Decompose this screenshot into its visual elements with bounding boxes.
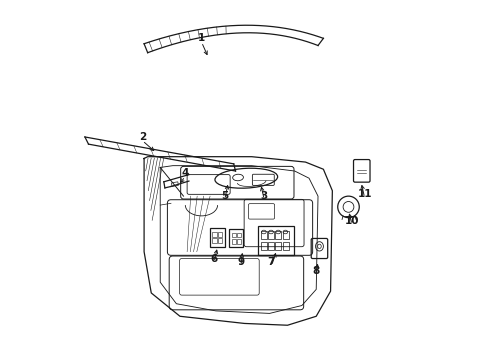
Bar	[275, 231, 281, 239]
Text: 9: 9	[237, 257, 244, 267]
Text: 2: 2	[139, 132, 145, 142]
Bar	[212, 238, 216, 243]
Text: 1: 1	[198, 33, 204, 43]
Text: 10: 10	[344, 216, 359, 226]
Bar	[275, 242, 281, 250]
Text: 7: 7	[267, 257, 275, 267]
Bar	[217, 232, 222, 237]
Text: 3: 3	[260, 191, 267, 201]
Bar	[171, 182, 178, 186]
Bar	[267, 231, 274, 239]
Bar	[282, 242, 288, 250]
Bar	[231, 239, 235, 244]
Text: 11: 11	[357, 189, 371, 199]
Bar	[282, 231, 288, 239]
Bar	[261, 231, 266, 239]
Bar	[217, 238, 222, 243]
Text: 4: 4	[181, 168, 189, 178]
Bar	[237, 233, 241, 237]
Bar	[261, 242, 266, 250]
Text: 5: 5	[221, 191, 228, 201]
Bar	[267, 242, 274, 250]
Text: 8: 8	[312, 266, 319, 276]
Bar	[231, 233, 235, 237]
Bar	[212, 232, 216, 237]
Text: 6: 6	[210, 254, 217, 264]
Bar	[237, 239, 241, 244]
